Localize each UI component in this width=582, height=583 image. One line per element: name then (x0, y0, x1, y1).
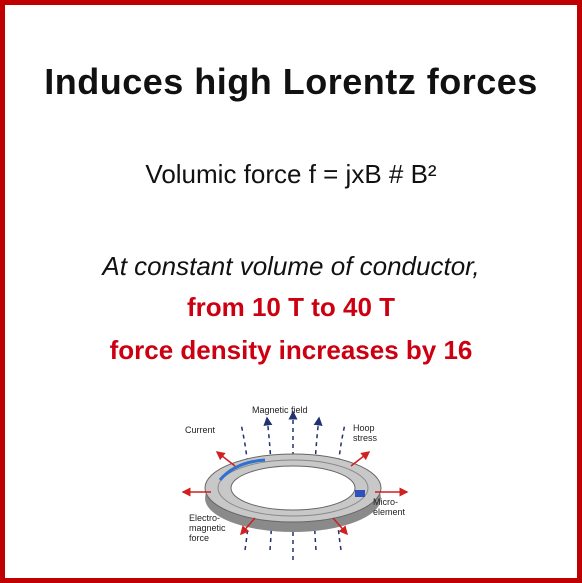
figure-label: Current (185, 425, 216, 435)
figure-label: Magnetic field (252, 405, 308, 415)
statement: At constant volume of conductor, (102, 251, 480, 281)
figure-label: Micro- element (373, 497, 406, 517)
subtitle: Volumic force f = jxB # B² (145, 159, 437, 189)
highlight: from 10 T to 40 T (186, 292, 396, 322)
figure-label: Hoop stress (353, 423, 378, 443)
figure-label: Electro- magnetic force (189, 513, 226, 543)
ring-figure (181, 410, 409, 560)
title: Induces high Lorentz forces (44, 61, 538, 102)
highlight: force density increases by 16 (109, 335, 473, 365)
